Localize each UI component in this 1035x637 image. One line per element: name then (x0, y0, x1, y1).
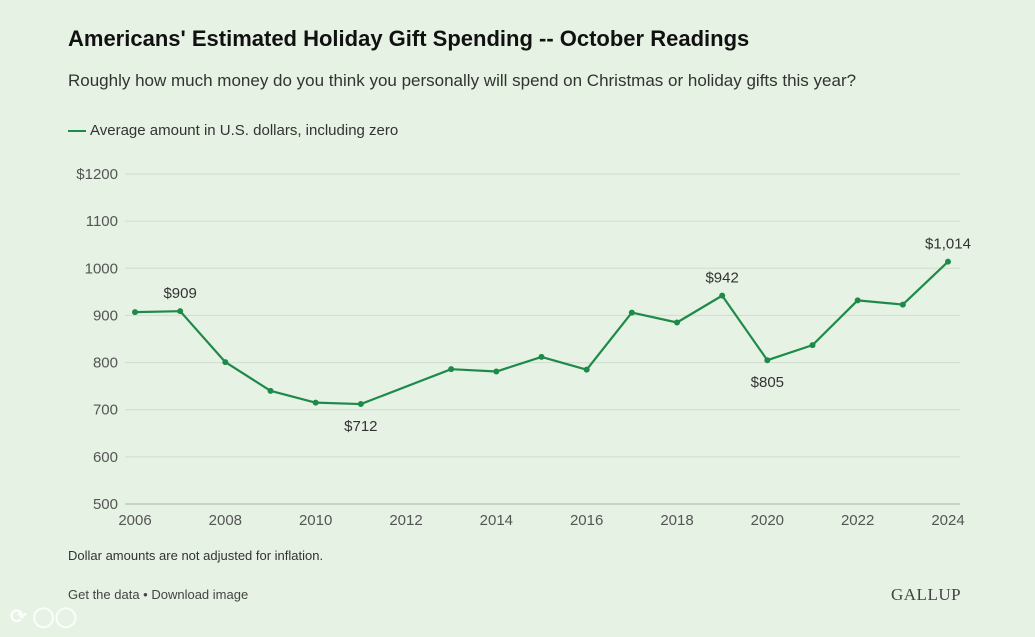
data-point (538, 353, 545, 360)
data-point (222, 359, 229, 366)
y-tick-label: 800 (93, 355, 118, 372)
data-point (583, 366, 590, 373)
y-tick-label: $1200 (76, 166, 118, 183)
x-tick-label: 2012 (389, 512, 422, 529)
data-point (945, 258, 951, 265)
data-point (177, 308, 184, 315)
y-tick-label: 1100 (86, 213, 118, 230)
data-point (764, 357, 771, 364)
watermark-icon: ⟳ ◯◯ (10, 606, 78, 628)
data-label: $942 (705, 270, 738, 287)
data-point (493, 368, 500, 375)
data-point (267, 387, 274, 394)
data-point (448, 366, 455, 373)
y-tick-label: 600 (93, 449, 118, 466)
data-label: $712 (344, 418, 377, 435)
x-tick-label: 2022 (841, 512, 874, 529)
x-tick-label: 2018 (660, 512, 693, 529)
download-image-link[interactable]: Download image (151, 587, 249, 602)
legend-line-swatch (68, 129, 86, 132)
data-point (674, 319, 680, 326)
y-tick-label: 700 (93, 402, 118, 419)
x-tick-label: 2020 (751, 512, 784, 529)
x-tick-label: 2006 (118, 512, 151, 529)
x-tick-label: 2010 (299, 512, 332, 529)
data-point (899, 301, 906, 308)
data-point (854, 297, 861, 304)
x-tick-label: 2014 (480, 512, 513, 529)
chart-title: Americans' Estimated Holiday Gift Spendi… (68, 26, 750, 51)
data-label: $909 (163, 285, 196, 302)
x-tick-label: 2016 (570, 512, 603, 529)
chart-subtitle: Roughly how much money do you think you … (68, 71, 857, 90)
series-line (134, 260, 949, 406)
data-point (357, 401, 364, 408)
x-tick-label: 2008 (209, 512, 242, 529)
data-point (809, 342, 816, 349)
data-label: $805 (751, 374, 784, 391)
get-data-link[interactable]: Get the data (68, 587, 140, 602)
legend: Average amount in U.S. dollars, includin… (68, 122, 398, 139)
x-tick-label: 2024 (931, 512, 964, 529)
gallup-logo: GALLUP (891, 585, 962, 604)
link-separator: • (139, 587, 152, 602)
y-tick-label: 500 (93, 496, 118, 513)
footnote: Dollar amounts are not adjusted for infl… (68, 548, 324, 563)
data-label: $1,014 (925, 236, 971, 253)
data-point (719, 292, 726, 299)
legend-label: Average amount in U.S. dollars, includin… (90, 122, 399, 139)
footer-links: Get the data • Download image (68, 587, 248, 602)
y-tick-label: 1000 (85, 260, 118, 277)
y-tick-label: 900 (93, 307, 118, 324)
data-point (132, 309, 138, 316)
data-point (312, 399, 319, 406)
data-point (628, 309, 635, 316)
